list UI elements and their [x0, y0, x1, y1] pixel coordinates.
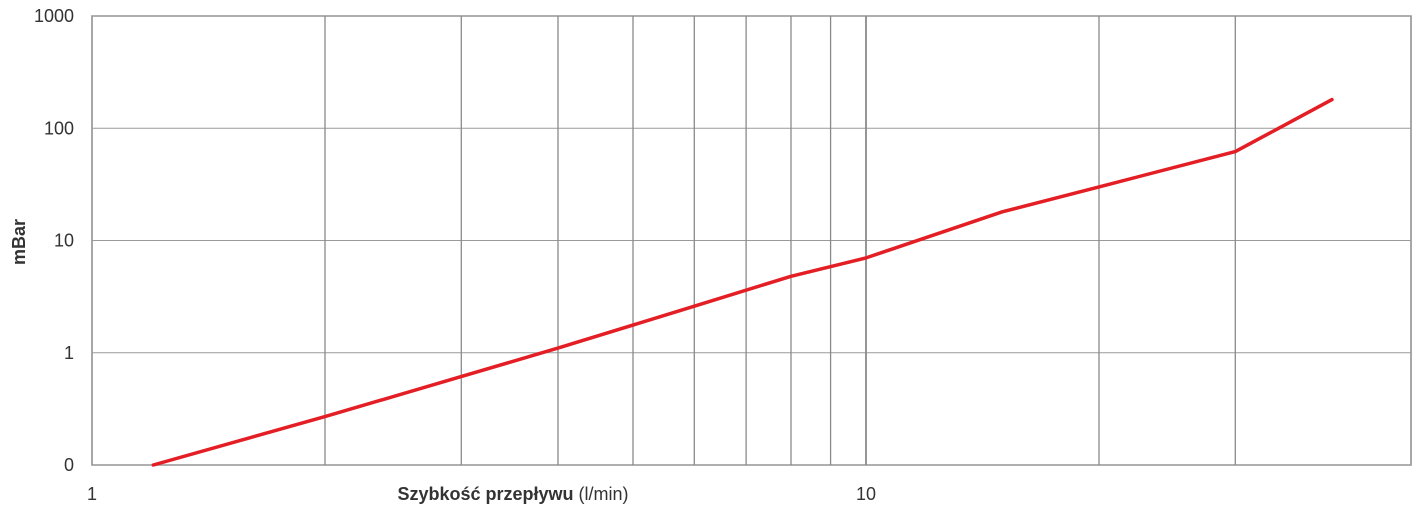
- y-tick-label: 1: [64, 343, 74, 363]
- y-tick-label: 100: [44, 118, 74, 138]
- x-tick-label: 10: [856, 484, 876, 504]
- y-axis-label: mBar: [9, 219, 29, 265]
- data-series-line: [151, 97, 1334, 467]
- x-tick-label: 1: [87, 484, 97, 504]
- x-axis-label: Szybkość przepływu (l/min): [397, 484, 628, 504]
- x-axis-label-unit: (l/min): [579, 484, 629, 504]
- chart-series: [151, 97, 1334, 467]
- x-axis-label-title: Szybkość przepływu: [397, 484, 573, 504]
- y-tick-label: 1000: [34, 6, 74, 26]
- chart-grid: [91, 15, 1412, 466]
- y-tick-label: 0: [64, 455, 74, 475]
- y-tick-label: 10: [54, 231, 74, 251]
